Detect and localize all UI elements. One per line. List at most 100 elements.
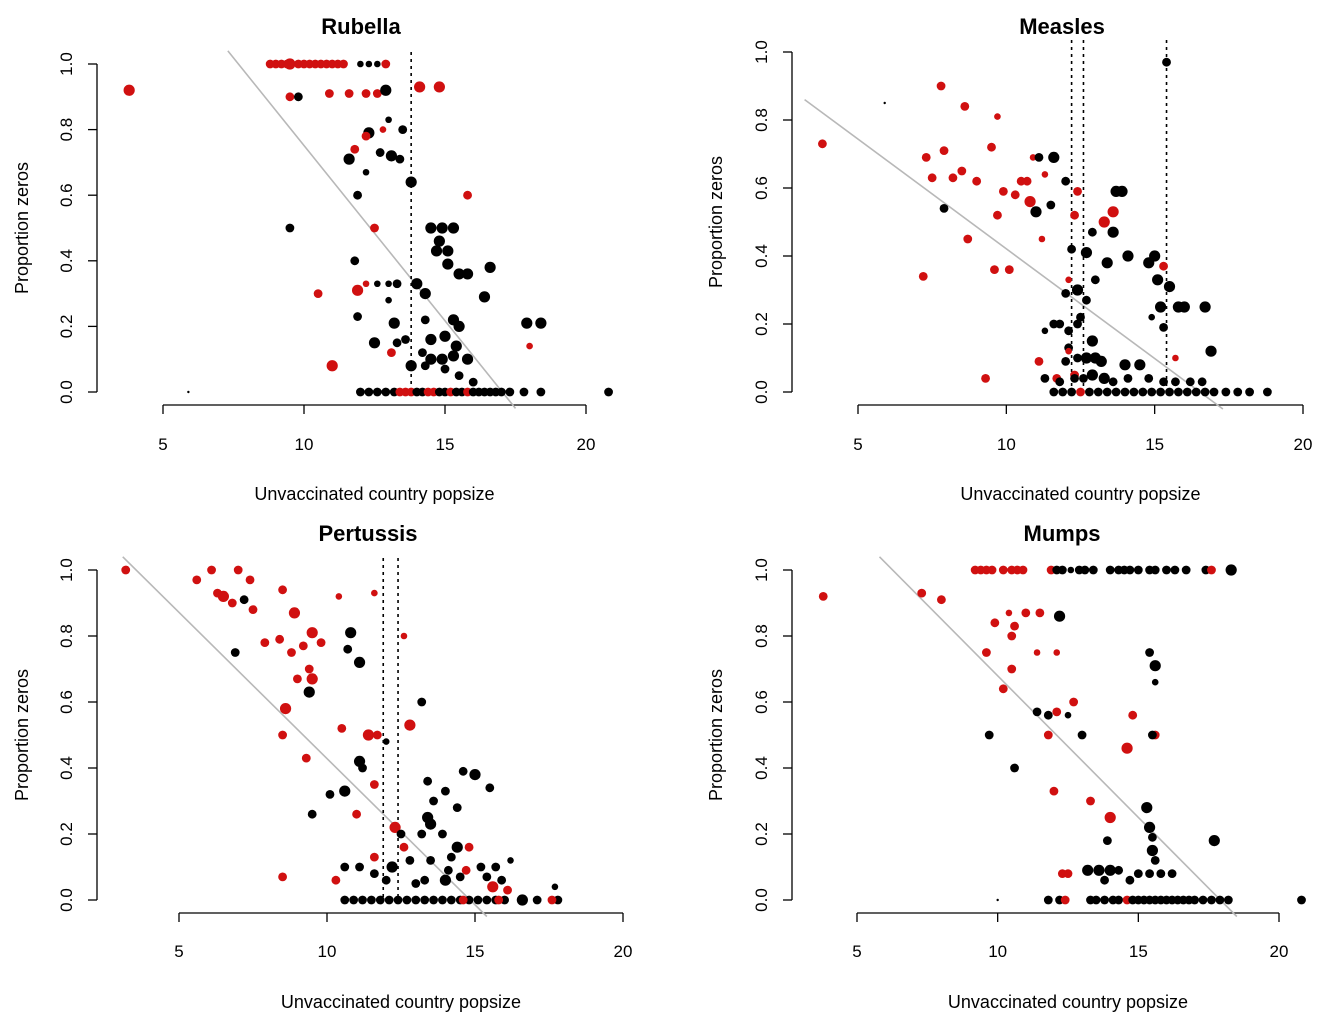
data-point <box>939 204 949 213</box>
data-point <box>1080 565 1090 575</box>
data-point <box>1159 377 1168 387</box>
data-point <box>1174 387 1183 397</box>
data-point <box>1043 895 1053 905</box>
data-point <box>353 656 366 669</box>
data-point <box>505 387 515 397</box>
data-point <box>453 320 465 332</box>
data-point <box>1077 730 1087 740</box>
data-point <box>1041 171 1049 178</box>
y-tick-label: 0.8 <box>57 118 76 142</box>
data-point <box>1082 295 1091 305</box>
data-point <box>369 869 379 878</box>
data-point <box>187 390 190 394</box>
data-point <box>239 595 249 605</box>
data-point <box>1046 200 1056 210</box>
data-point <box>1107 226 1119 238</box>
data-point <box>1263 387 1272 397</box>
data-point <box>526 342 533 350</box>
data-point <box>420 875 430 885</box>
data-point <box>1141 802 1153 814</box>
data-point <box>1199 301 1211 313</box>
data-point <box>316 638 326 647</box>
data-point <box>998 565 1008 575</box>
data-point <box>425 222 437 234</box>
data-point <box>423 776 433 786</box>
data-point <box>1145 648 1154 657</box>
data-point <box>1245 387 1254 397</box>
data-point <box>1034 357 1044 366</box>
data-point <box>362 729 375 741</box>
data-point <box>1200 387 1210 397</box>
data-point <box>313 289 323 298</box>
chart-title: Rubella <box>321 14 401 39</box>
data-point <box>1033 649 1041 656</box>
data-point <box>507 857 514 864</box>
data-point <box>425 818 437 830</box>
data-point <box>1053 649 1061 656</box>
data-point <box>1053 610 1066 622</box>
data-point <box>482 872 492 882</box>
data-point <box>1043 710 1053 720</box>
data-point <box>1095 355 1107 367</box>
data-point <box>293 674 302 684</box>
data-point <box>1007 631 1017 641</box>
data-point <box>357 60 364 68</box>
data-point <box>372 387 382 397</box>
data-point <box>388 317 400 329</box>
data-point <box>335 593 343 600</box>
data-point <box>396 829 406 839</box>
y-tick-label: 0.6 <box>752 176 771 200</box>
y-tick-label: 0.0 <box>752 380 771 404</box>
data-point <box>324 89 334 98</box>
data-point <box>278 585 287 595</box>
data-point <box>990 265 999 274</box>
data-point <box>1129 387 1139 397</box>
data-point <box>487 881 499 893</box>
data-point <box>482 895 492 905</box>
data-point <box>1151 678 1159 686</box>
data-point <box>1005 609 1013 617</box>
trend-line <box>878 556 1238 918</box>
data-point <box>367 895 376 905</box>
data-point <box>1297 895 1306 905</box>
data-point <box>301 753 311 763</box>
data-point <box>461 268 474 280</box>
data-point <box>389 821 401 834</box>
trend-line <box>804 98 1224 410</box>
data-point <box>1093 864 1105 876</box>
y-axis-label: Proportion zeros <box>706 669 726 801</box>
data-point <box>451 841 463 853</box>
data-point <box>385 280 392 288</box>
y-tick-label: 1.0 <box>57 558 76 582</box>
data-point <box>1128 710 1138 720</box>
data-point <box>1125 565 1135 575</box>
panel-mumps: Mumps 5 10 15 20 0.0 0.2 0.4 0.6 0.8 1.0 Unvaccinat… <box>706 521 1306 1012</box>
data-point <box>230 648 240 657</box>
data-point <box>284 58 296 70</box>
data-point <box>1172 354 1179 362</box>
y-tick-label: 0.8 <box>752 624 771 648</box>
data-point <box>1221 387 1231 397</box>
data-point <box>227 598 237 608</box>
data-point <box>275 634 285 644</box>
data-point <box>345 627 357 639</box>
data-point <box>326 360 338 372</box>
data-point <box>469 769 481 781</box>
data-point <box>450 340 462 352</box>
data-point <box>351 284 364 296</box>
data-point <box>1071 284 1084 296</box>
data-point <box>1080 352 1093 364</box>
data-point <box>356 387 365 397</box>
data-point <box>476 862 486 872</box>
panel-rubella: Rubella 5 10 15 20 0.0 0.2 0.4 0.6 0.8 1.0 Unvaccin… <box>12 14 613 504</box>
data-point <box>939 146 949 156</box>
data-point <box>1086 335 1098 347</box>
data-point <box>382 738 390 745</box>
data-point <box>1107 206 1119 218</box>
data-point <box>990 618 1000 628</box>
data-point <box>963 234 973 244</box>
data-point <box>1159 323 1168 332</box>
data-point <box>374 280 381 288</box>
data-point <box>400 632 408 640</box>
data-point <box>1197 377 1207 387</box>
